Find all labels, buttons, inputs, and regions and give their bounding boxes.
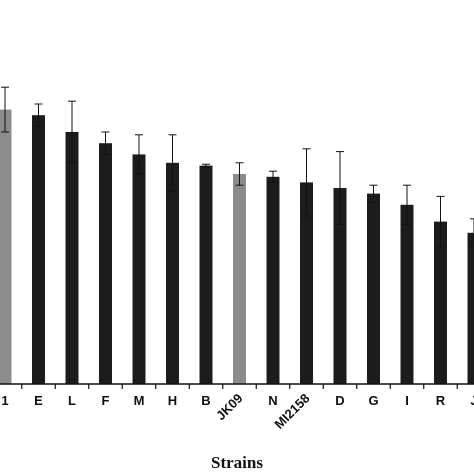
x-tick-label-JK09: JK09: [213, 391, 246, 424]
error-bar-I: [403, 184, 411, 225]
error-bar-D: [336, 151, 344, 225]
error-bars-layer: [1, 86, 474, 248]
error-bar-H: [168, 134, 177, 192]
error-bar-N: [269, 170, 277, 183]
x-tick-label-N: N: [268, 393, 277, 408]
bar-H: [166, 162, 179, 384]
bar-MI2158: [300, 182, 313, 384]
x-tick-label-F: F: [102, 393, 110, 408]
error-bar-G: [369, 184, 378, 203]
error-bar-1: [1, 86, 9, 133]
bar-N: [266, 176, 280, 384]
error-bar-MI2158: [302, 148, 311, 217]
bar-D: [333, 188, 347, 384]
x-tick-label-E: E: [34, 393, 43, 408]
x-tick-label-G: G: [368, 393, 378, 408]
error-bar-L: [68, 100, 76, 164]
bar-L: [65, 132, 79, 384]
bar-M: [132, 154, 146, 384]
error-bar-M: [135, 134, 143, 175]
error-bar-JK09: [235, 162, 244, 186]
bar-E: [32, 115, 45, 384]
bar-1: [0, 109, 12, 384]
bar-R: [434, 221, 447, 384]
error-bar-R: [436, 195, 445, 248]
x-tick-label-M: M: [134, 393, 145, 408]
error-bar-J: [470, 218, 474, 248]
x-tick-label-J: J: [470, 393, 474, 408]
error-bar-B: [202, 163, 210, 168]
error-bar-F: [101, 131, 110, 155]
bar-G: [367, 193, 380, 384]
x-axis-title: Strains: [211, 453, 263, 472]
x-tick-label-L: L: [68, 393, 76, 408]
x-tick-label-I: I: [405, 393, 409, 408]
error-bar-E: [34, 103, 43, 127]
x-tick-label-B: B: [201, 393, 210, 408]
bar-JK09: [233, 174, 246, 384]
bar-F: [99, 143, 112, 384]
x-tick-labels-layer: 1ELFMHBJK09NMI2158DGIRJG430OP: [1, 391, 474, 432]
bar-B: [199, 165, 213, 384]
x-tick-label-D: D: [335, 393, 344, 408]
x-tick-label-R: R: [436, 393, 446, 408]
x-tick-label-H: H: [168, 393, 177, 408]
bar-J: [467, 232, 474, 384]
x-ticks-layer: [21, 384, 458, 389]
bar-I: [400, 204, 414, 384]
bars-layer: [0, 109, 474, 384]
x-tick-label-1: 1: [1, 393, 8, 408]
